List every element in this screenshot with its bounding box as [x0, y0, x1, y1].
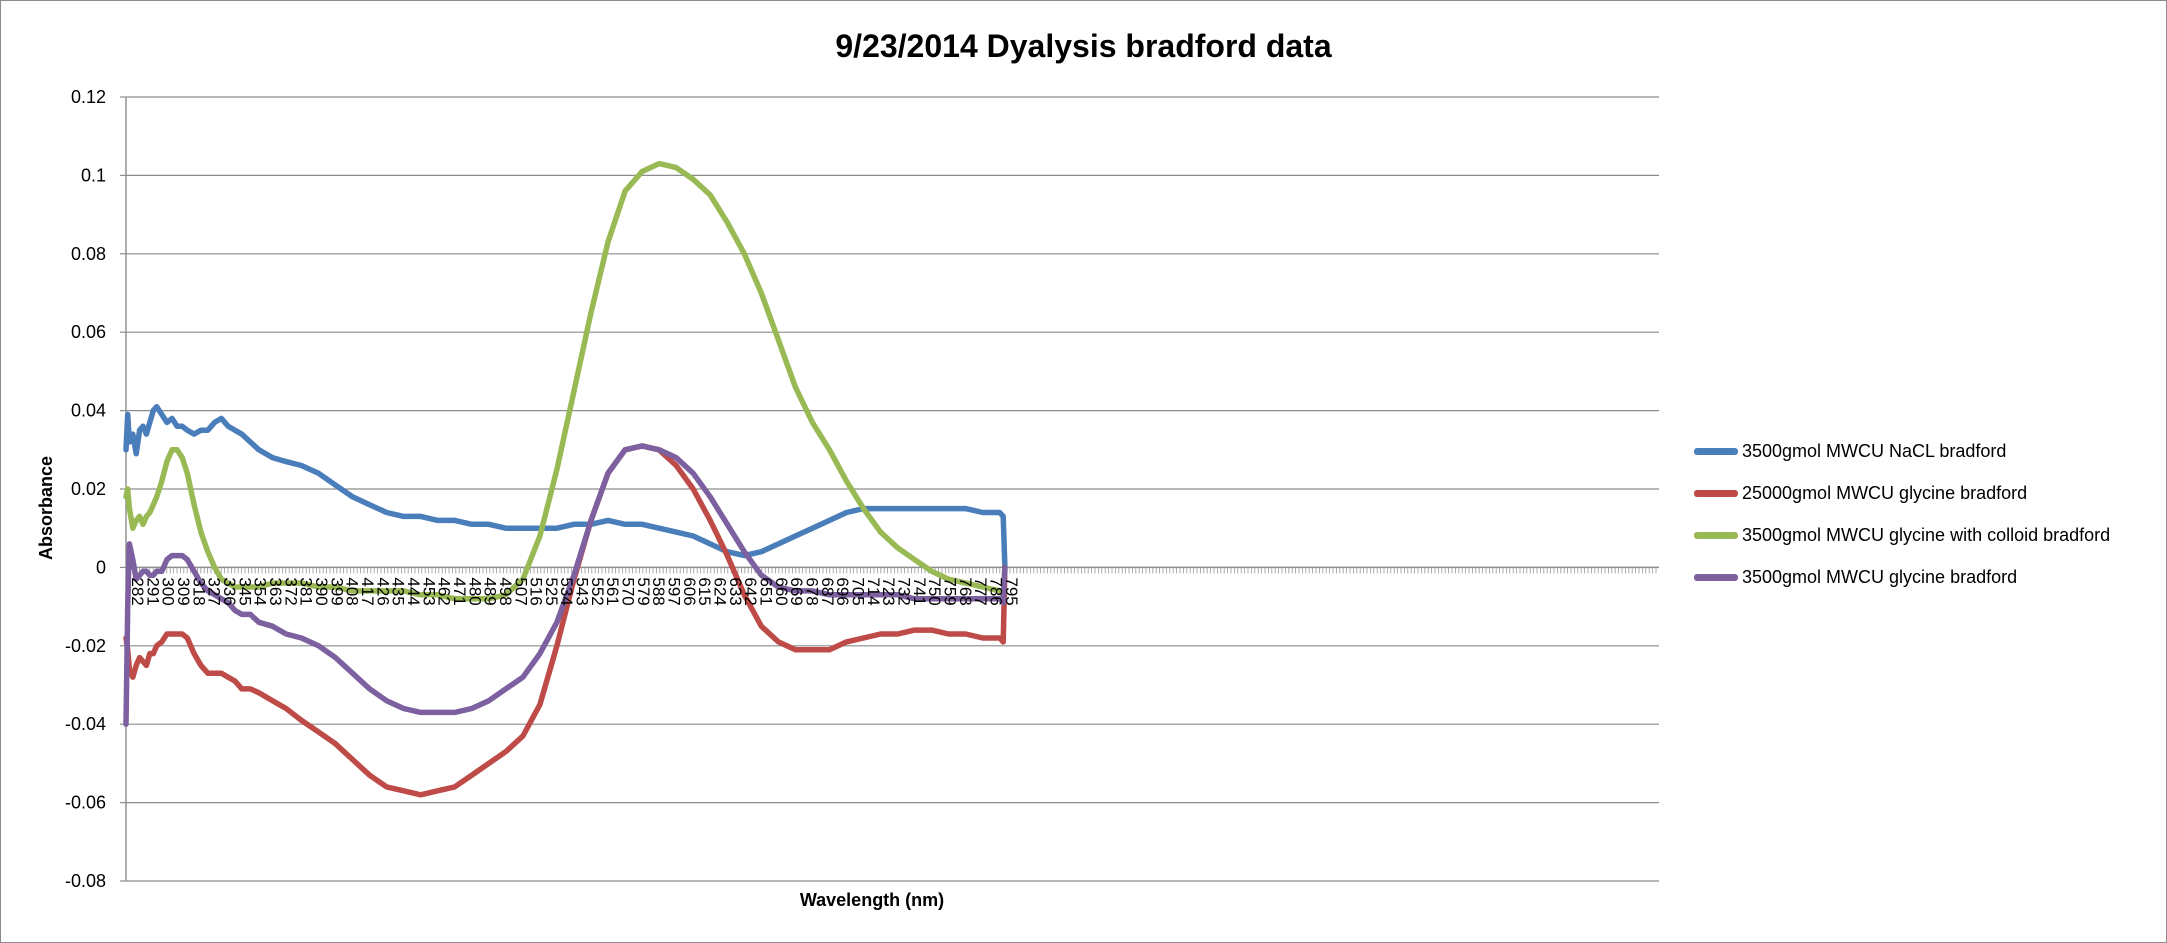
x-tick-label: 615 [695, 577, 714, 605]
x-tick-label: 552 [588, 577, 607, 605]
x-tick-label: 282 [128, 577, 147, 605]
x-tick-label: 372 [281, 577, 300, 605]
x-tick-label: 570 [619, 577, 638, 605]
series-line-4 [123, 443, 1008, 727]
y-tick-label: 0.12 [71, 87, 106, 107]
y-tick-label: 0.04 [71, 401, 106, 421]
x-tick-label: 291 [143, 577, 162, 605]
x-tick-label: 669 [787, 577, 806, 605]
legend-label: 25000gmol MWCU glycine bradford [1742, 482, 2028, 503]
x-minor-ticks [125, 567, 1657, 574]
legend-swatch [1694, 489, 1738, 497]
x-tick-label: 696 [833, 577, 852, 605]
x-tick-label: 687 [818, 577, 837, 605]
legend-swatch [1694, 531, 1738, 539]
legend-label: 3500gmol MWCU glycine bradford [1742, 566, 2018, 587]
legend: 3500gmol MWCU NaCL bradford 25000gmol MWC… [1694, 430, 2164, 598]
series-line-2 [123, 443, 1008, 798]
legend-item: 3500gmol MWCU glycine bradford [1694, 556, 2164, 598]
x-tick-label: 786 [986, 577, 1005, 605]
x-tick-label: 705 [849, 577, 868, 605]
y-tick-label: -0.06 [65, 793, 106, 813]
x-tick-label: 471 [450, 577, 469, 605]
x-tick-label: 678 [803, 577, 822, 605]
x-tick-label: 462 [435, 577, 454, 605]
x-tick-label: 633 [726, 577, 745, 605]
x-tick-label: 606 [680, 577, 699, 605]
x-tick-label: 777 [971, 577, 990, 605]
x-tick-label: 435 [389, 577, 408, 605]
x-tick-label: 597 [665, 577, 684, 605]
y-tick-label: -0.02 [65, 636, 106, 656]
x-tick-label: 453 [419, 577, 438, 605]
legend-item: 25000gmol MWCU glycine bradford [1694, 472, 2164, 514]
x-tick-label: 381 [297, 577, 316, 605]
x-tick-labels: 2822913003093183273363453543633723813903… [128, 577, 1021, 605]
x-tick-label: 426 [373, 577, 392, 605]
y-tick-label: 0.1 [81, 165, 106, 185]
x-tick-label: 741 [910, 577, 929, 605]
legend-label: 3500gmol MWCU glycine with colloid bradf… [1742, 524, 2111, 545]
x-tick-label: 579 [634, 577, 653, 605]
x-tick-label: 534 [557, 577, 576, 605]
x-tick-label: 723 [879, 577, 898, 605]
y-tick-label: 0.02 [71, 479, 106, 499]
x-tick-label: 417 [358, 577, 377, 605]
chart-title: 9/23/2014 Dyalysis bradford data [835, 28, 1332, 64]
x-tick-label: 750 [925, 577, 944, 605]
x-tick-label: 390 [312, 577, 331, 605]
x-tick-label: 489 [481, 577, 500, 605]
y-tick-label: -0.08 [65, 871, 106, 891]
y-tick-label: 0 [96, 557, 106, 577]
x-tick-label: 408 [343, 577, 362, 605]
x-tick-label: 345 [235, 577, 254, 605]
series-lines [123, 160, 1008, 798]
y-tick-label: 0.06 [71, 322, 106, 342]
x-tick-label: 768 [956, 577, 975, 605]
y-tick-label: -0.04 [65, 714, 106, 734]
x-tick-label: 525 [542, 577, 561, 605]
x-tick-label: 354 [251, 577, 270, 605]
series-line-1 [123, 403, 1008, 571]
x-tick-label: 444 [404, 577, 423, 605]
x-tick-label: 588 [649, 577, 668, 605]
x-tick-label: 759 [940, 577, 959, 605]
x-tick-label: 561 [603, 577, 622, 605]
x-tick-label: 399 [327, 577, 346, 605]
x-tick-label: 516 [527, 577, 546, 605]
x-tick-label: 480 [465, 577, 484, 605]
x-tick-label: 651 [757, 577, 776, 605]
x-tick-label: 543 [573, 577, 592, 605]
y-tick-label: 0.08 [71, 244, 106, 264]
legend-label: 3500gmol MWCU NaCL bradford [1742, 440, 2007, 461]
x-tick-label: 363 [266, 577, 285, 605]
legend-swatch [1694, 447, 1738, 455]
series-line-3 [123, 160, 1008, 602]
legend-item: 3500gmol MWCU glycine with colloid bradf… [1694, 514, 2164, 556]
y-axis-title: Absorbance [36, 456, 56, 560]
x-tick-label: 336 [220, 577, 239, 605]
legend-swatch [1694, 573, 1738, 581]
x-tick-label: 624 [711, 577, 730, 605]
x-tick-label: 309 [174, 577, 193, 605]
x-tick-label: 300 [159, 577, 178, 605]
x-tick-label: 327 [205, 577, 224, 605]
x-tick-label: 318 [189, 577, 208, 605]
x-axis-title: Wavelength (nm) [800, 890, 944, 910]
y-tick-labels: 0.12 0.1 0.08 0.06 0.04 0.02 0 -0.02 -0.04 -0.06 -… [65, 87, 106, 891]
x-tick-label: 795 [1002, 577, 1021, 605]
axes [120, 96, 1659, 882]
x-tick-label: 660 [772, 577, 791, 605]
x-tick-label: 714 [864, 577, 883, 605]
x-tick-label: 642 [741, 577, 760, 605]
x-tick-label: 507 [511, 577, 530, 605]
legend-item: 3500gmol MWCU NaCL bradford [1694, 430, 2164, 472]
x-tick-label: 498 [496, 577, 515, 605]
x-tick-label: 732 [895, 577, 914, 605]
